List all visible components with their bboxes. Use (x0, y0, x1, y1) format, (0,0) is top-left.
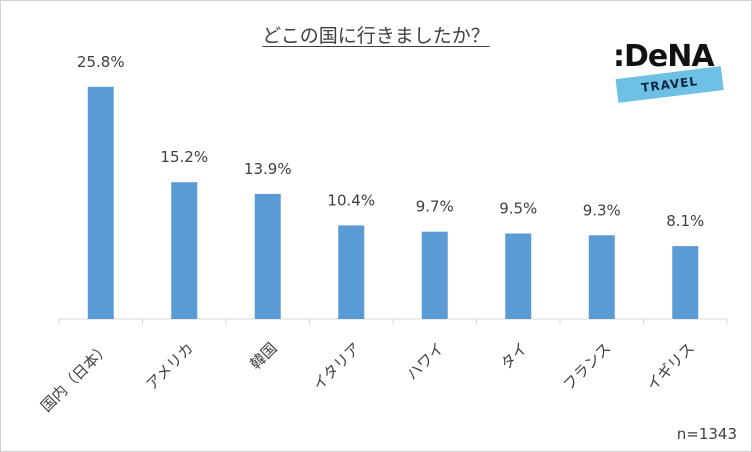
data-label: 9.3% (583, 201, 621, 219)
sample-size-note: n=1343 (676, 425, 737, 443)
bar (254, 193, 281, 319)
bar (87, 86, 114, 319)
data-label: 10.4% (327, 191, 375, 209)
category-label: タイ (497, 339, 531, 373)
category-label: イギリス (643, 339, 698, 394)
data-label: 13.9% (244, 160, 292, 178)
bar (171, 182, 198, 319)
bar (421, 231, 448, 319)
dena-travel-logo: :DeNA TRAVEL (613, 39, 725, 111)
category-label: 国内（日本） (37, 339, 113, 415)
data-label: 8.1% (666, 212, 704, 230)
category-label: フランス (560, 339, 615, 394)
category-label: イタリア (309, 339, 364, 394)
category-label: 韓国 (247, 339, 281, 373)
category-label: ハワイ (403, 339, 448, 384)
data-label: 25.8% (77, 53, 125, 71)
data-label: 9.7% (416, 198, 454, 216)
category-label: アメリカ (142, 339, 197, 394)
data-label: 15.2% (160, 148, 208, 166)
bar (505, 233, 532, 319)
bar (588, 235, 615, 319)
data-label: 9.5% (499, 200, 537, 218)
bar (672, 246, 699, 319)
bar (338, 225, 365, 319)
